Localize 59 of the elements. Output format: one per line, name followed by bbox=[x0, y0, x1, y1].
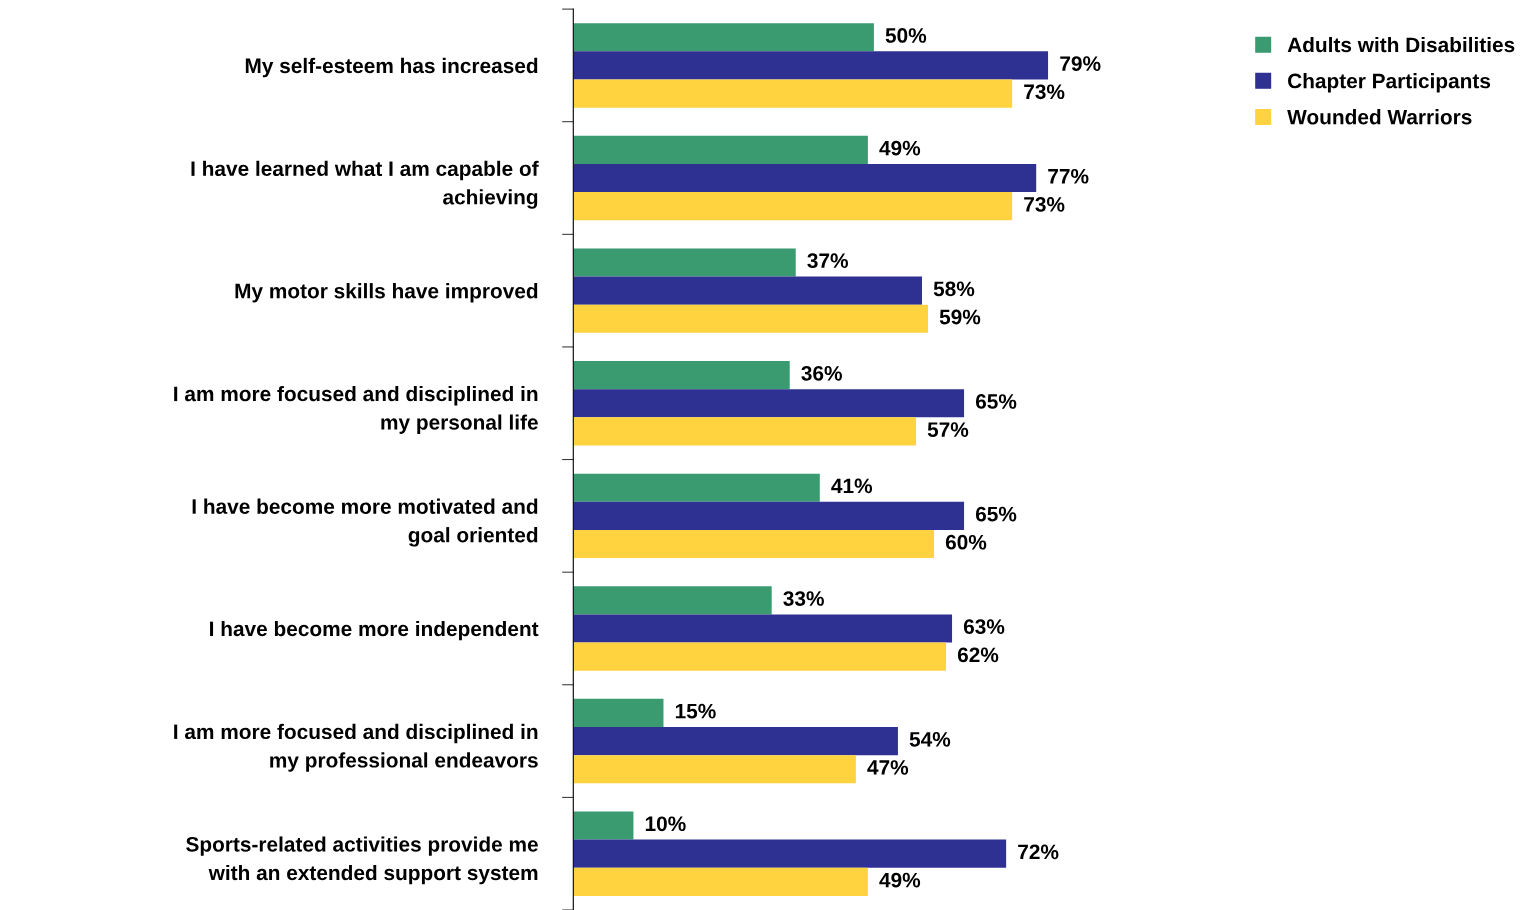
bar bbox=[573, 614, 953, 643]
y-tick-label: I have become more motivated and goal oriented bbox=[192, 498, 538, 547]
bar bbox=[573, 389, 965, 418]
bar bbox=[573, 417, 916, 446]
bar bbox=[573, 867, 868, 896]
data-label: 41% bbox=[831, 478, 873, 494]
bar bbox=[573, 698, 664, 727]
bar bbox=[573, 276, 922, 305]
data-label: 54% bbox=[909, 731, 951, 747]
data-label: 65% bbox=[975, 394, 1017, 409]
bar bbox=[573, 727, 898, 756]
y-tick-label: My motor skills have improved bbox=[235, 283, 538, 303]
data-label: 15% bbox=[675, 703, 716, 719]
data-label: 65% bbox=[975, 506, 1017, 522]
data-label: 58% bbox=[933, 281, 975, 297]
bar bbox=[573, 586, 772, 615]
data-label: 62% bbox=[957, 647, 999, 663]
data-label: 50% bbox=[885, 28, 927, 43]
y-tick-label: I have become more independent bbox=[210, 620, 539, 641]
y-tick-label: I am more focused and disciplined in my personal life bbox=[174, 385, 538, 434]
bar bbox=[573, 163, 1037, 193]
data-label: 33% bbox=[783, 591, 824, 606]
bar bbox=[573, 755, 856, 784]
bar bbox=[573, 529, 935, 559]
bar bbox=[573, 501, 965, 530]
data-label: 59% bbox=[939, 309, 981, 325]
y-tick-label: Sports-related activities provide me with an extended support system bbox=[186, 836, 538, 885]
data-label: 36% bbox=[801, 365, 842, 381]
data-label: 57% bbox=[927, 422, 969, 437]
y-tick-label: My self-esteem has increased bbox=[245, 57, 538, 78]
bar bbox=[573, 304, 928, 333]
y-tick-label: I have learned what I am capable of achieving bbox=[191, 160, 539, 209]
data-label: 73% bbox=[1024, 197, 1065, 212]
data-label: 79% bbox=[1060, 56, 1101, 71]
data-label: 72% bbox=[1018, 844, 1059, 860]
bar bbox=[573, 473, 820, 502]
bar bbox=[573, 79, 1013, 108]
legend-label: Chapter Participants bbox=[1288, 73, 1491, 93]
bar bbox=[573, 839, 1007, 868]
data-label: 73% bbox=[1024, 84, 1065, 100]
bar bbox=[573, 192, 1013, 221]
bar bbox=[573, 642, 947, 671]
bar bbox=[573, 248, 796, 277]
data-label: 49% bbox=[879, 140, 921, 156]
bar bbox=[573, 51, 1049, 80]
bar bbox=[573, 23, 874, 52]
legend-label: Adults with Disabilities bbox=[1287, 36, 1515, 53]
data-label: 10% bbox=[645, 816, 686, 832]
data-label: 47% bbox=[867, 760, 909, 775]
bar bbox=[573, 135, 868, 164]
data-label: 37% bbox=[807, 253, 848, 269]
bar bbox=[573, 811, 634, 840]
data-label: 60% bbox=[945, 534, 987, 550]
y-tick-label: I am more focused and disciplined in my professional endeavors bbox=[174, 723, 538, 772]
data-label: 77% bbox=[1048, 168, 1089, 184]
bar bbox=[573, 361, 790, 390]
data-label: 63% bbox=[963, 619, 1005, 635]
legend-label: Wounded Warriors bbox=[1287, 109, 1472, 125]
data-label: 49% bbox=[879, 872, 921, 888]
